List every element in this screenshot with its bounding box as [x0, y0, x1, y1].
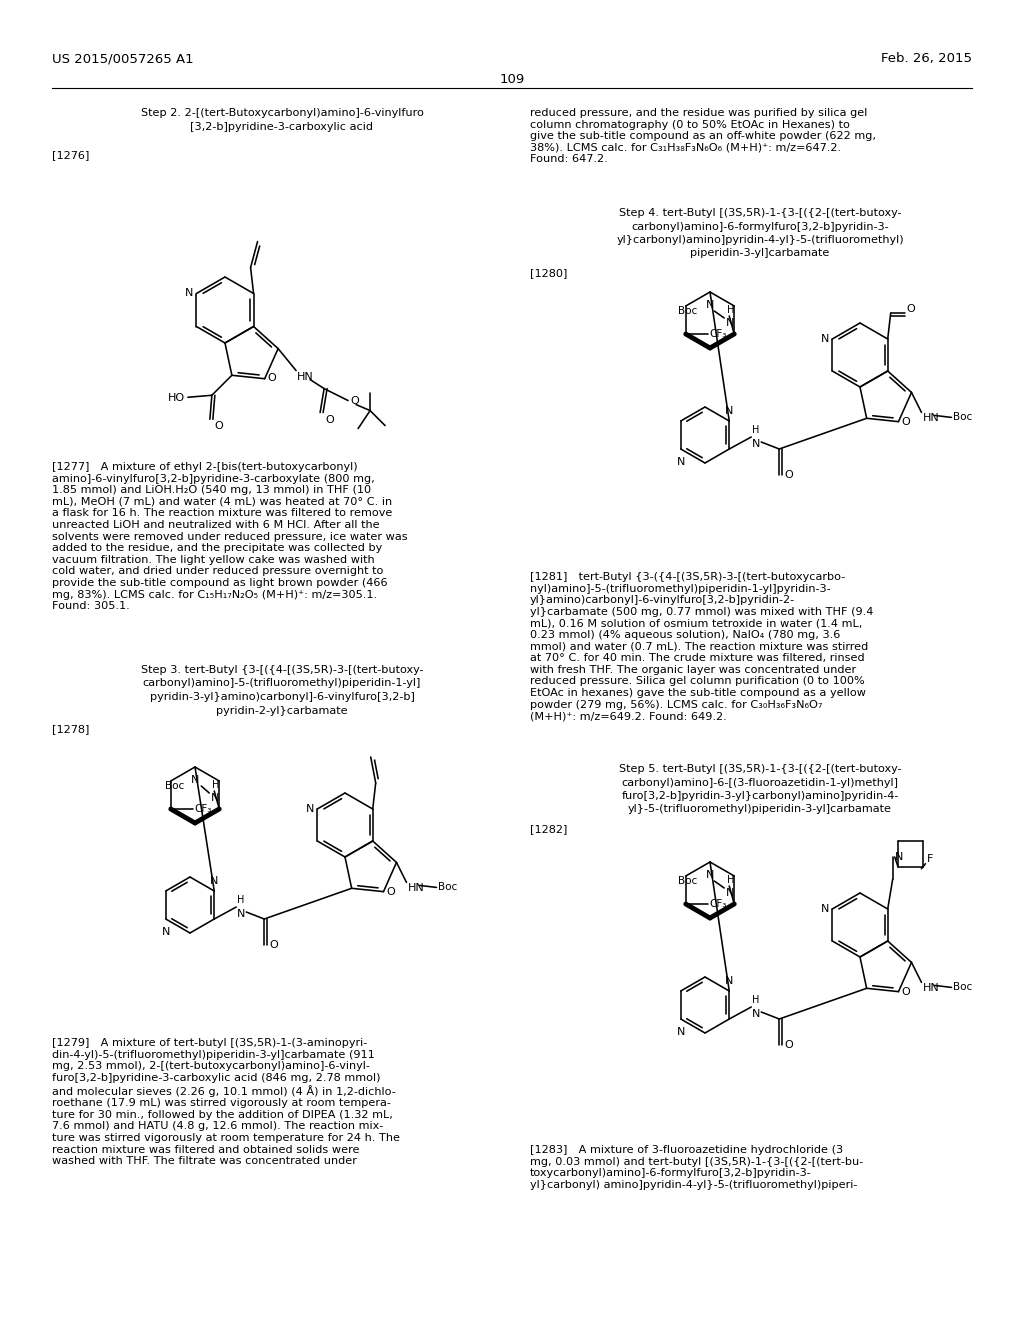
Text: H: H: [212, 780, 219, 789]
Text: O: O: [269, 940, 278, 950]
Text: carbonyl)amino]-5-(trifluoromethyl)piperidin-1-yl]: carbonyl)amino]-5-(trifluoromethyl)piper…: [142, 678, 421, 689]
Text: carbonyl)amino]-6-formylfuro[3,2-b]pyridin-3-: carbonyl)amino]-6-formylfuro[3,2-b]pyrid…: [631, 222, 889, 231]
Text: N: N: [821, 904, 829, 913]
Text: Boc: Boc: [953, 982, 973, 993]
Text: O: O: [386, 887, 395, 896]
Text: O: O: [901, 986, 910, 997]
Text: pyridin-3-yl}amino)carbonyl]-6-vinylfuro[3,2-b]: pyridin-3-yl}amino)carbonyl]-6-vinylfuro…: [150, 692, 415, 702]
Text: Boc: Boc: [438, 882, 458, 892]
Text: CF₃: CF₃: [195, 804, 212, 814]
Text: N: N: [726, 888, 734, 898]
Text: yl}carbonyl)amino]pyridin-4-yl}-5-(trifluoromethyl): yl}carbonyl)amino]pyridin-4-yl}-5-(trifl…: [616, 235, 904, 246]
Text: N: N: [753, 1008, 761, 1019]
Text: N: N: [725, 407, 733, 416]
Text: Step 3. tert-Butyl {3-[({4-[(3S,5R)-3-[(tert-butoxy-: Step 3. tert-Butyl {3-[({4-[(3S,5R)-3-[(…: [140, 665, 423, 675]
Text: [1282]: [1282]: [530, 824, 567, 834]
Text: O: O: [267, 372, 276, 383]
Text: [1283] A mixture of 3-fluoroazetidine hydrochloride (3
mg, 0.03 mmol) and tert-b: [1283] A mixture of 3-fluoroazetidine hy…: [530, 1144, 863, 1189]
Text: yl}-5-(trifluoromethyl)piperidin-3-yl]carbamate: yl}-5-(trifluoromethyl)piperidin-3-yl]ca…: [628, 804, 892, 814]
Text: N: N: [238, 909, 246, 919]
Text: [1278]: [1278]: [52, 723, 89, 734]
Text: N: N: [306, 804, 314, 814]
Text: carbonyl)amino]-6-[(3-fluoroazetidin-1-yl)methyl]: carbonyl)amino]-6-[(3-fluoroazetidin-1-y…: [622, 777, 898, 788]
Text: Boc: Boc: [165, 781, 184, 791]
Text: O: O: [350, 396, 358, 405]
Text: Boc: Boc: [953, 412, 973, 422]
Text: [1276]: [1276]: [52, 150, 89, 160]
Text: piperidin-3-yl]carbamate: piperidin-3-yl]carbamate: [690, 248, 829, 259]
Text: N: N: [677, 1027, 685, 1038]
Text: N: N: [726, 318, 734, 327]
Text: HN: HN: [923, 413, 939, 424]
Text: O: O: [215, 421, 223, 432]
Text: O: O: [901, 417, 910, 426]
Text: HN: HN: [923, 983, 939, 994]
Text: H: H: [753, 425, 760, 436]
Text: HO: HO: [168, 393, 185, 404]
Text: [1281] tert-Butyl {3-({4-[(3S,5R)-3-[(tert-butoxycarbo-
nyl)amino]-5-(trifluorom: [1281] tert-Butyl {3-({4-[(3S,5R)-3-[(te…: [530, 572, 873, 721]
Text: Step 5. tert-Butyl [(3S,5R)-1-{3-[({2-[(tert-butoxy-: Step 5. tert-Butyl [(3S,5R)-1-{3-[({2-[(…: [618, 764, 901, 774]
Text: N: N: [210, 876, 218, 886]
Text: H: H: [727, 875, 734, 884]
Text: N: N: [895, 851, 903, 862]
Text: 109: 109: [500, 73, 524, 86]
Text: [1279] A mixture of tert-butyl [(3S,5R)-1-(3-aminopyri-
din-4-yl)-5-(trifluorome: [1279] A mixture of tert-butyl [(3S,5R)-…: [52, 1038, 400, 1167]
Text: O: O: [906, 304, 915, 314]
Text: HN: HN: [408, 883, 424, 894]
Text: N: N: [821, 334, 829, 345]
Text: HN: HN: [297, 372, 313, 381]
Text: H: H: [753, 995, 760, 1005]
Text: N: N: [725, 975, 733, 986]
Text: [3,2-b]pyridine-3-carboxylic acid: [3,2-b]pyridine-3-carboxylic acid: [190, 121, 374, 132]
Text: Boc: Boc: [678, 306, 697, 315]
Text: N: N: [162, 927, 170, 937]
Text: pyridin-2-yl}carbamate: pyridin-2-yl}carbamate: [216, 705, 348, 715]
Text: furo[3,2-b]pyridin-3-yl}carbonyl)amino]pyridin-4-: furo[3,2-b]pyridin-3-yl}carbonyl)amino]p…: [622, 791, 899, 801]
Text: N: N: [190, 775, 200, 785]
Text: O: O: [325, 414, 334, 425]
Text: [1277] A mixture of ethyl 2-[bis(tert-butoxycarbonyl)
amino]-6-vinylfuro[3,2-b]p: [1277] A mixture of ethyl 2-[bis(tert-bu…: [52, 462, 408, 611]
Text: US 2015/0057265 A1: US 2015/0057265 A1: [52, 51, 194, 65]
Text: N: N: [185, 289, 194, 298]
Text: N: N: [211, 793, 219, 803]
Text: N: N: [706, 870, 714, 880]
Text: [1280]: [1280]: [530, 268, 567, 279]
Text: H: H: [727, 305, 734, 315]
Text: O: O: [784, 470, 793, 480]
Text: reduced pressure, and the residue was purified by silica gel
column chromatograp: reduced pressure, and the residue was pu…: [530, 108, 876, 165]
Text: Feb. 26, 2015: Feb. 26, 2015: [881, 51, 972, 65]
Text: N: N: [753, 440, 761, 449]
Text: N: N: [677, 457, 685, 467]
Text: N: N: [706, 300, 714, 310]
Text: CF₃: CF₃: [710, 329, 727, 339]
Text: Boc: Boc: [678, 876, 697, 886]
Text: H: H: [238, 895, 245, 906]
Text: Step 2. 2-[(tert-Butoxycarbonyl)amino]-6-vinylfuro: Step 2. 2-[(tert-Butoxycarbonyl)amino]-6…: [140, 108, 424, 117]
Text: O: O: [784, 1040, 793, 1049]
Text: Step 4. tert-Butyl [(3S,5R)-1-{3-[({2-[(tert-butoxy-: Step 4. tert-Butyl [(3S,5R)-1-{3-[({2-[(…: [618, 209, 901, 218]
Text: CF₃: CF₃: [710, 899, 727, 909]
Text: F: F: [927, 854, 933, 863]
